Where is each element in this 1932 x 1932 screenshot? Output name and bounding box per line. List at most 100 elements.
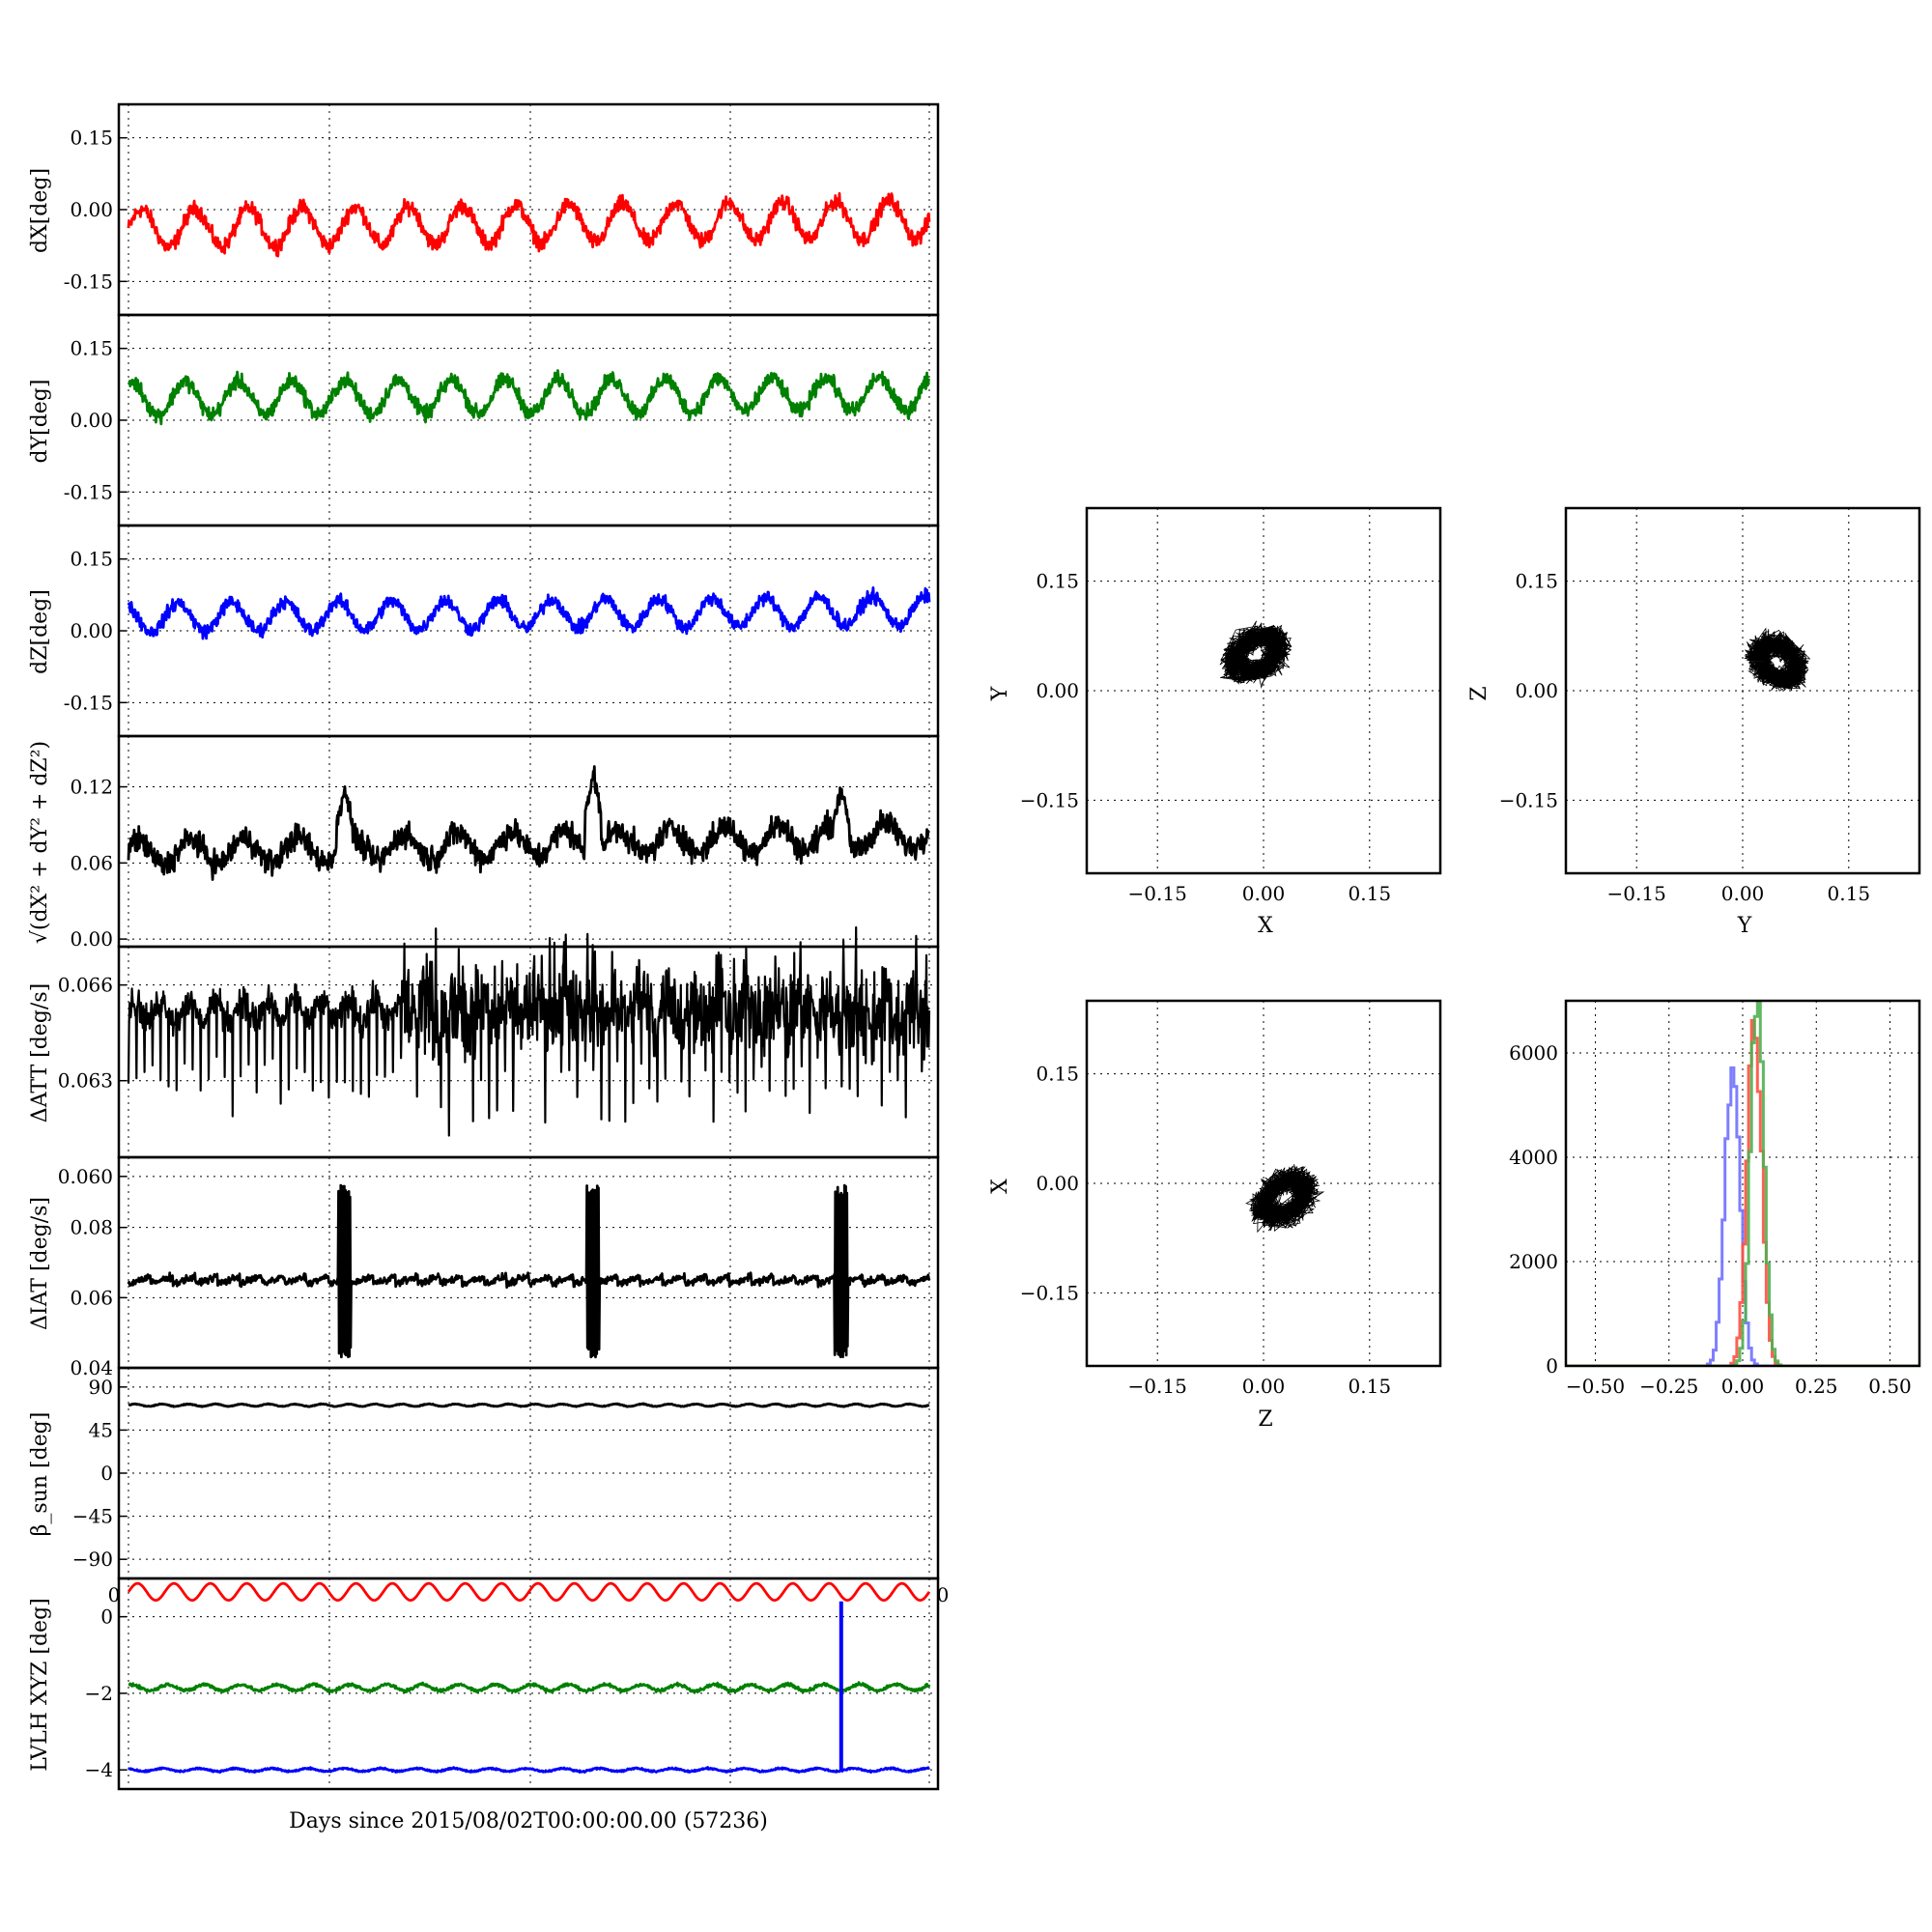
dX-ytick-label-1: 0.00 [70, 198, 113, 221]
dZ-series-line-0 [127, 586, 931, 640]
xy-ytick-label-0: 0.15 [1036, 570, 1079, 593]
norm-ytick-label-2: 0.00 [70, 927, 113, 951]
dZ-ytick-label-0: 0.15 [70, 548, 113, 571]
beta-sun-ylabel: β_sun [deg] [28, 1412, 52, 1537]
lvlh-ylabel: LVLH XYZ [deg] [28, 1598, 52, 1772]
hist-xtick-label-1: −0.25 [1639, 1375, 1698, 1398]
beta-ytick-label-3: −45 [72, 1505, 113, 1528]
hist-xtick-label-0: −0.50 [1566, 1375, 1625, 1398]
lvlh-ytick-label-2: −4 [85, 1758, 113, 1781]
datt-series-line-0 [127, 925, 931, 1137]
dZ-ytick-label-1: 0.00 [70, 619, 113, 642]
lvlh-corner-label-right: 0 [937, 1583, 950, 1606]
hist-ytick-label-1: 4000 [1509, 1146, 1558, 1169]
diat-ytick-label-2: 0.04 [70, 1356, 113, 1379]
yz-trajectory [1744, 627, 1811, 692]
xy-scatter-panel: X Y −0.15 0.00 0.15 0.15 0.00 −0.15 [988, 506, 1442, 938]
histogram-panel: −0.50 −0.25 0.00 0.25 0.50 6000 4000 2000 0 [1509, 999, 1921, 1398]
yz-ytick-label-2: −0.15 [1499, 788, 1558, 811]
zx-scatter-panel: Z X −0.15 0.00 0.15 0.15 0.00 −0.15 [988, 999, 1442, 1432]
hist-series-1 [1566, 1018, 1919, 1366]
diat-panel: ΔIAT [deg/s] 0.08 0.06 0.04 [28, 1155, 940, 1379]
norm-ylabel: √(dX² + dY² + dZ²) [28, 741, 52, 944]
dY-ytick-label-0: 0.15 [70, 337, 113, 360]
zx-xtick-label-2: 0.15 [1349, 1375, 1392, 1398]
yz-xlabel: Y [1737, 914, 1752, 938]
lvlh-series-line-2 [128, 1766, 930, 1775]
lvlh-corner-label-left: 0 [108, 1583, 121, 1606]
dX-series-line-0 [127, 191, 931, 258]
datt-ytick-label-1: 0.063 [58, 1069, 113, 1093]
norm-panel: √(dX² + dY² + dZ²) 0.12 0.06 0.00 [28, 734, 940, 951]
xy-xlabel: X [1258, 914, 1273, 938]
beta-ytick-label-4: −90 [72, 1548, 113, 1571]
hist-ytick-label-3: 0 [1546, 1354, 1558, 1378]
dZ-ytick-label-2: -0.15 [64, 691, 113, 714]
hist-frame [1564, 999, 1921, 1368]
hist-xtick-label-3: 0.25 [1795, 1375, 1838, 1398]
xy-xtick-label-0: −0.15 [1128, 882, 1187, 905]
yz-frame [1564, 506, 1921, 875]
lvlh-ytick-label-0: 0 [100, 1605, 113, 1629]
dY-ytick-label-1: 0.00 [70, 409, 113, 432]
xy-ytick-label-2: −0.15 [1020, 788, 1079, 811]
dX-ytick-label-0: 0.15 [70, 127, 113, 150]
yz-ytick-label-1: 0.00 [1515, 679, 1558, 702]
lvlh-panel: LVLH XYZ [deg] Days since 2015/08/02T00:… [28, 1577, 950, 1833]
diat-ytick-label-1: 0.06 [70, 1286, 113, 1309]
hist-series-2 [1566, 1001, 1919, 1366]
xy-xtick-label-2: 0.15 [1349, 882, 1392, 905]
dz-ylabel: dZ[deg] [28, 589, 52, 674]
zx-ytick-label-0: 0.15 [1036, 1063, 1079, 1086]
hist-xtick-label-4: 0.50 [1868, 1375, 1912, 1398]
xy-xtick-label-1: 0.00 [1242, 882, 1286, 905]
dY-series-line-0 [128, 369, 931, 426]
datt-panel: ΔATT [deg/s] 0.066 0.063 0.060 [28, 925, 940, 1188]
beta-ytick-label-0: 90 [89, 1376, 113, 1399]
yz-xtick-label-0: −0.15 [1607, 882, 1666, 905]
dX-ytick-label-2: -0.15 [64, 270, 113, 293]
dy-panel: dY[deg] 0.15 0.00 -0.15 [28, 313, 940, 527]
norm-ytick-label-1: 0.06 [70, 851, 113, 874]
datt-ytick-label-0: 0.066 [58, 974, 113, 997]
dx-ylabel: dX[deg] [28, 168, 52, 253]
zx-ytick-label-1: 0.00 [1036, 1172, 1079, 1195]
beta-sun-panel: β_sun [deg] 90 45 0 −45 −90 [28, 1366, 940, 1580]
datt-ylabel: ΔATT [deg/s] [28, 983, 52, 1122]
beta-ytick-label-1: 45 [89, 1418, 113, 1441]
yz-scatter-panel: Y Z −0.15 0.00 0.15 0.15 0.00 −0.15 [1467, 506, 1921, 938]
zx-xtick-label-1: 0.00 [1242, 1375, 1286, 1398]
lvlh-ytick-label-1: −2 [85, 1682, 113, 1705]
norm-series-line-0 [127, 765, 930, 881]
lvlh-xlabel: Days since 2015/08/02T00:00:00.00 (57236… [289, 1809, 768, 1833]
datt-ytick-label-2: 0.060 [58, 1165, 113, 1188]
hist-ytick-label-0: 6000 [1509, 1041, 1558, 1065]
hist-xtick-label-2: 0.00 [1721, 1375, 1765, 1398]
xy-trajectory [1219, 620, 1293, 689]
zx-frame [1085, 999, 1442, 1368]
zx-ylabel: X [988, 1179, 1012, 1194]
zx-xtick-label-0: −0.15 [1128, 1375, 1187, 1398]
lvlh-frame [117, 1577, 940, 1791]
xy-frame [1085, 506, 1442, 875]
diat-ytick-label-0: 0.08 [70, 1216, 113, 1239]
xy-ytick-label-1: 0.00 [1036, 679, 1079, 702]
yz-xtick-label-1: 0.00 [1721, 882, 1765, 905]
diat-series-line-0 [127, 1183, 931, 1359]
dY-ytick-label-2: -0.15 [64, 480, 113, 503]
hist-ytick-label-2: 2000 [1509, 1250, 1558, 1273]
beta-ytick-label-2: 0 [100, 1462, 113, 1485]
dz-panel: dZ[deg] 0.15 0.00 -0.15 [28, 524, 940, 738]
yz-ylabel: Z [1467, 686, 1492, 700]
diat-ylabel: ΔIAT [deg/s] [28, 1197, 52, 1330]
lvlh-series-line-0 [127, 1581, 931, 1602]
norm-ytick-label-0: 0.12 [70, 776, 113, 799]
beta-series-line-0 [128, 1402, 930, 1408]
zx-ytick-label-2: −0.15 [1020, 1281, 1079, 1304]
dy-ylabel: dY[deg] [28, 380, 52, 464]
yz-ytick-label-0: 0.15 [1515, 570, 1558, 593]
diat-frame [117, 1155, 940, 1370]
lvlh-series-line-1 [128, 1681, 931, 1694]
zx-trajectory [1245, 1164, 1325, 1234]
